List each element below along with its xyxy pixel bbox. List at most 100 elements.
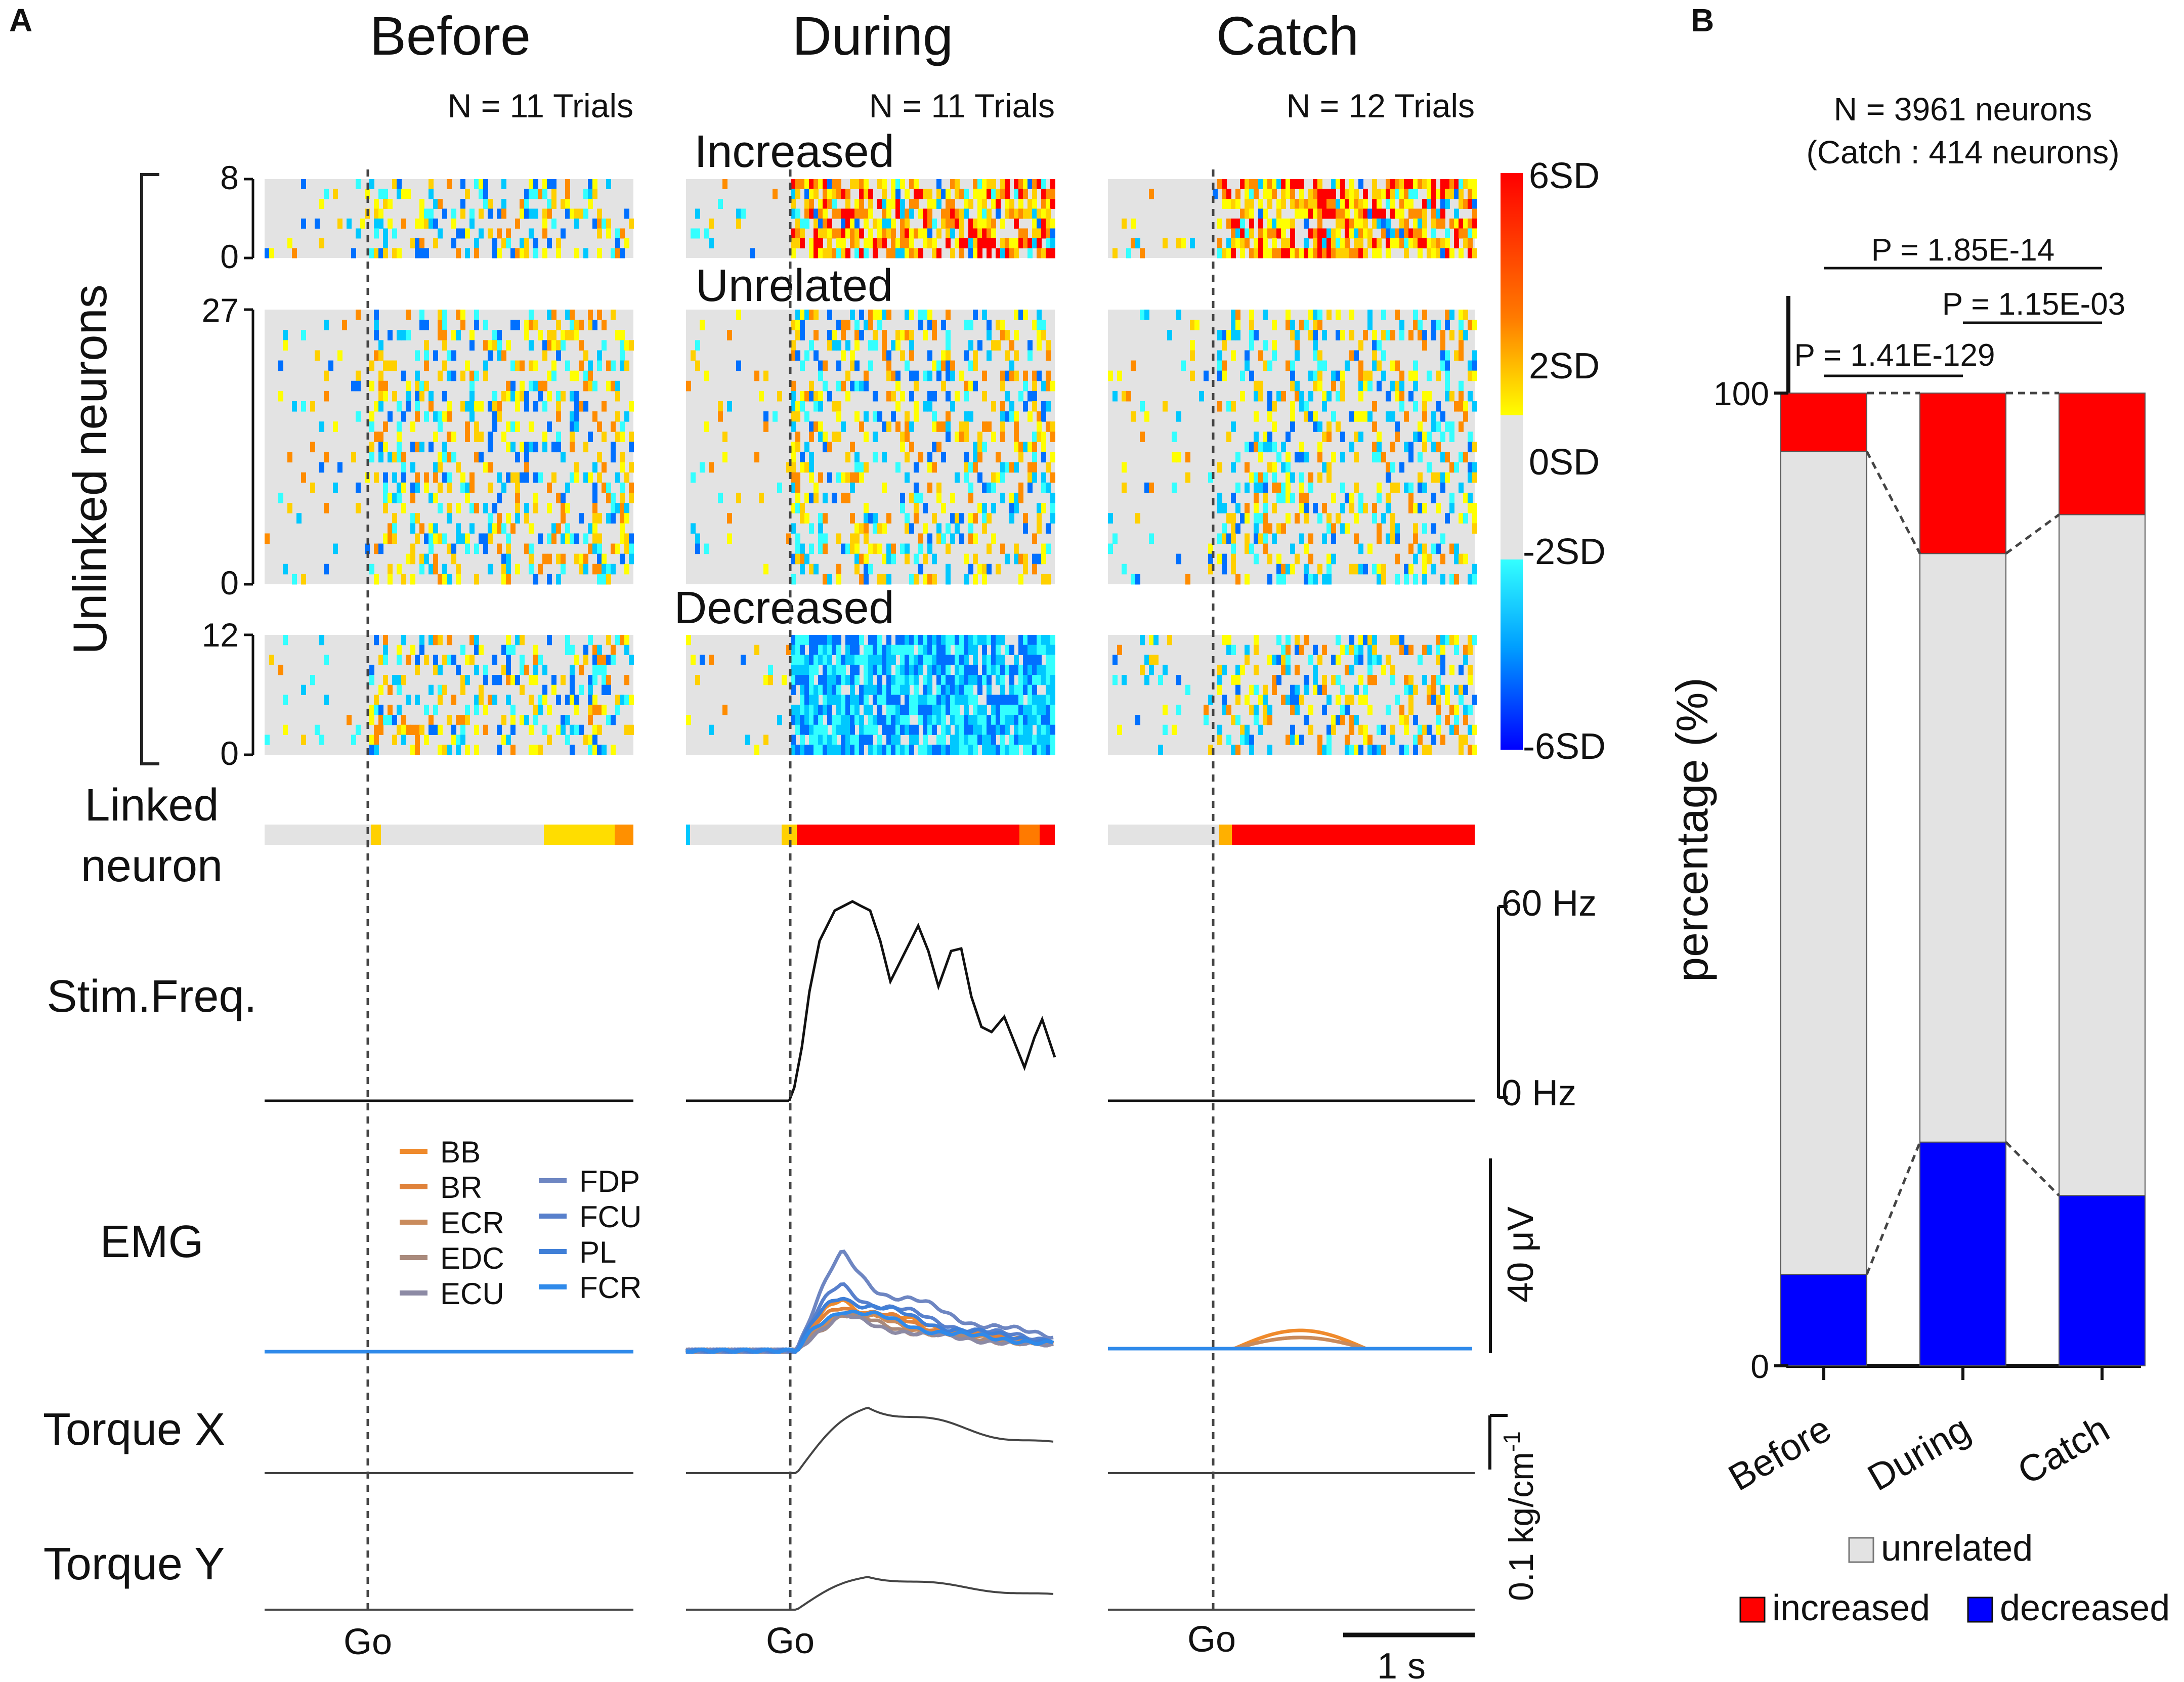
bar-chart-ylabel: percentage (%)	[1667, 677, 1717, 982]
stim-scale-top: 60 Hz	[1502, 883, 1597, 924]
panel-b-header-line2: (Catch : 414 neurons)	[1807, 134, 2120, 170]
bar-segment-during-unrelated	[1919, 553, 2006, 1143]
trials-count-catch: N = 12 Trials	[1287, 87, 1475, 124]
colorbar-label-2sd: 2SD	[1529, 346, 1600, 386]
emg-legend-label-EDC: EDC	[440, 1241, 504, 1275]
heatmap-cells	[1108, 310, 1477, 585]
y-tick-label-100: 100	[1714, 375, 1769, 412]
column-title-catch: Catch	[1216, 5, 1359, 66]
emg-legend-label-PL: PL	[579, 1235, 616, 1269]
linked-neuron-strips	[265, 825, 1475, 845]
stim-freq-label: Stim.Freq.	[47, 971, 256, 1022]
go-label-during: Go	[766, 1621, 815, 1661]
go-label-catch: Go	[1187, 1619, 1236, 1660]
emg-legend-label-FCR: FCR	[579, 1271, 641, 1305]
emg-during-FCR	[685, 1309, 1054, 1354]
colorbar-label-minus2sd: -2SD	[1523, 532, 1606, 572]
time-scale-label: 1 s	[1377, 1646, 1426, 1682]
torque-scale-bar	[1488, 1414, 1508, 1470]
emg-legend-label-FCU: FCU	[579, 1200, 641, 1234]
torque-baselines	[265, 1472, 1475, 1611]
column-title-before: Before	[370, 5, 531, 66]
emg-traces	[265, 1249, 1472, 1354]
unlinked-neurons-label: Unlinked neurons	[63, 284, 116, 655]
torque-y-label: Torque Y	[44, 1539, 225, 1589]
p-value-before-during: P = 1.41E-129	[1794, 338, 1995, 373]
heatmap-cells	[265, 179, 634, 258]
bar-segment-catch-unrelated	[2059, 514, 2146, 1196]
emg-legend-label-ECR: ECR	[440, 1206, 504, 1240]
torque-x-label: Torque X	[43, 1404, 225, 1455]
panel-a-letter: A	[9, 2, 32, 38]
trials-count-before: N = 11 Trials	[448, 87, 633, 124]
linked-strip-activity	[1232, 825, 1475, 845]
stim-scale-bottom: 0 Hz	[1502, 1073, 1576, 1113]
panel-b-header-line1: N = 3961 neurons	[1834, 91, 2092, 127]
linked-strip-activity	[797, 825, 1055, 845]
linked-label-line2: neuron	[81, 841, 223, 891]
legend-label-unrelated: unrelated	[1881, 1528, 2033, 1569]
heatmap-cells	[686, 635, 1055, 755]
x-tick-label-during: During	[1861, 1407, 1977, 1499]
linked-strip-activity	[371, 825, 381, 845]
legend-label-decreased: decreased	[2000, 1588, 2170, 1628]
heatmap-cells	[686, 310, 1055, 585]
go-lines	[366, 169, 1215, 1614]
emg-legend-label-FDP: FDP	[579, 1165, 640, 1198]
bar-segment-before-increased	[1780, 393, 1867, 452]
unlinked-bracket	[140, 173, 159, 765]
linked-strip-activity	[686, 825, 690, 845]
colorbar-label-minus6sd: -6SD	[1523, 726, 1606, 767]
torque-scale-label: 0.1 kg/cm-1	[1498, 1431, 1540, 1601]
stacked-bar-chart: Before During Catch 0 100	[1714, 375, 2146, 1499]
heatmap-yaxis	[244, 178, 254, 756]
heatmap-cells	[1112, 179, 1477, 258]
emg-legend-label-BR: BR	[440, 1171, 482, 1204]
emg-label: EMG	[100, 1217, 203, 1267]
legend-swatch-decreased	[1967, 1597, 1993, 1623]
column-title-during: During	[792, 5, 953, 66]
raster-heatmaps	[265, 179, 1477, 755]
torque-y-trace	[686, 1576, 1054, 1611]
heatmap-background	[1108, 310, 1475, 584]
linked-strip-activity	[1219, 825, 1232, 845]
bar-connector	[1865, 1141, 1921, 1275]
group-label-increased: Increased	[694, 126, 894, 177]
colorbar-label-6sd: 6SD	[1529, 156, 1600, 196]
legend-swatch-unrelated	[1848, 1537, 1874, 1563]
panel-b-letter: B	[1691, 2, 1714, 38]
heatmap-cells	[691, 179, 1055, 258]
emg-scale-label: 40 μV	[1501, 1206, 1541, 1303]
bar-segment-catch-increased	[2059, 393, 2146, 515]
linked-strip-activity	[1019, 825, 1040, 845]
legend-label-increased: increased	[1772, 1588, 1930, 1628]
y-tick-label-0: 0	[1750, 1348, 1769, 1385]
p-value-during-catch: P = 1.15E-03	[1942, 287, 2126, 322]
p-value-before-catch: P = 1.85E-14	[1871, 233, 2055, 268]
bar-segment-before-decreased	[1780, 1274, 1867, 1367]
trials-count-during: N = 11 Trials	[869, 87, 1055, 124]
colorbar	[1501, 173, 1523, 750]
bar-segment-during-increased	[1919, 393, 2006, 554]
tick-decreased-bottom: 0	[220, 735, 239, 772]
linked-strip-activity	[615, 825, 633, 845]
group-label-decreased: Decreased	[674, 583, 894, 633]
legend-swatch-increased	[1739, 1597, 1766, 1623]
bar-segment-before-unrelated	[1780, 451, 1867, 1275]
heatmap-cells	[1112, 635, 1477, 755]
bar-connector	[2005, 513, 2060, 555]
tick-increased-bottom: 0	[220, 238, 239, 275]
stim-frequency-trace	[788, 900, 1056, 1101]
x-tick-label-before: Before	[1722, 1407, 1838, 1499]
tick-increased-top: 8	[220, 159, 239, 196]
stim-scale-bar	[1497, 905, 1508, 1099]
emg-legend-label-BB: BB	[440, 1135, 481, 1169]
colorbar-label-0sd: 0SD	[1529, 442, 1600, 483]
linked-label-line1: Linked	[84, 780, 219, 831]
torque-x-trace	[686, 1406, 1054, 1474]
tick-unrelated-top: 27	[202, 291, 239, 329]
emg-legend-label-ECU: ECU	[440, 1277, 504, 1311]
x-tick-label-catch: Catch	[2010, 1407, 2116, 1493]
